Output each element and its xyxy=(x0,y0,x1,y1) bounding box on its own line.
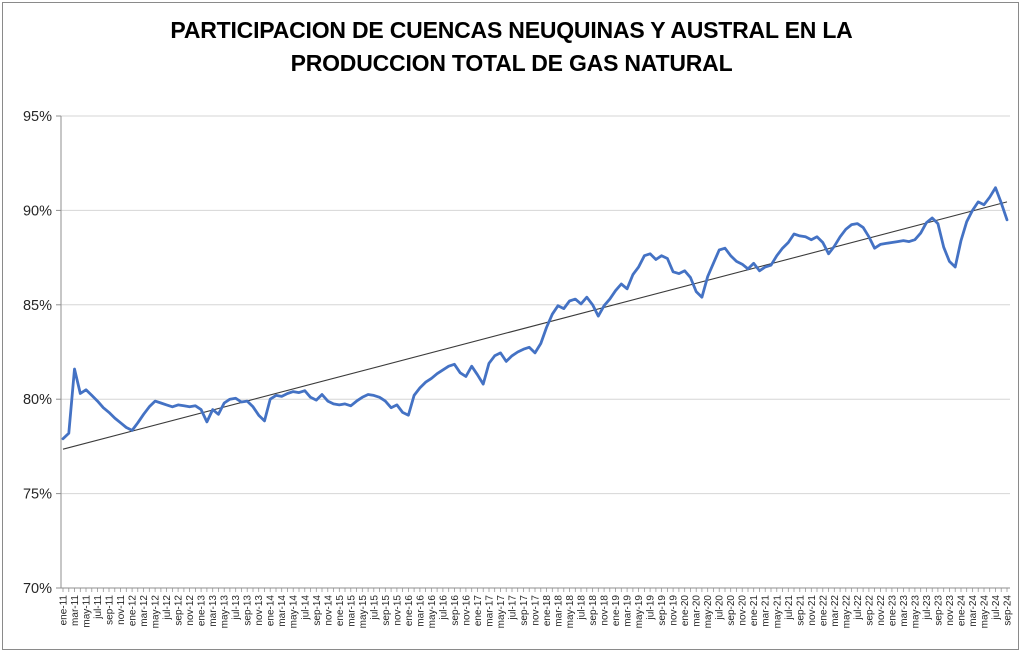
x-axis-label: may-21 xyxy=(772,595,783,629)
x-axis-label: may-20 xyxy=(703,595,714,629)
x-axis-label: ene-12 xyxy=(128,595,139,627)
x-axis-label: jul-17 xyxy=(508,595,519,621)
x-axis-label: jul-13 xyxy=(231,595,242,621)
x-axis-label: nov-15 xyxy=(392,595,403,626)
x-axis-label: jul-16 xyxy=(438,595,449,621)
x-axis-label: mar-19 xyxy=(623,595,634,627)
x-axis-label: jul-11 xyxy=(93,595,104,620)
x-axis-label: sep-24 xyxy=(1003,595,1014,626)
x-axis-label: jul-18 xyxy=(577,595,588,621)
x-axis-label: jul-24 xyxy=(991,595,1002,621)
x-axis-label: ene-14 xyxy=(266,595,277,627)
x-axis-label: ene-17 xyxy=(473,595,484,627)
x-axis-label: ene-21 xyxy=(749,595,760,627)
x-axis-label: nov-19 xyxy=(669,595,680,626)
y-axis-label: 95% xyxy=(23,109,52,125)
x-axis-label: mar-23 xyxy=(899,595,910,627)
x-axis-label: mar-16 xyxy=(415,595,426,627)
x-axis-label: may-18 xyxy=(565,595,576,629)
x-axis-label: may-15 xyxy=(358,595,369,629)
x-axis-label: ene-24 xyxy=(957,595,968,627)
x-axis-label: may-17 xyxy=(496,595,507,629)
x-axis-label: ene-15 xyxy=(335,595,346,627)
x-axis-label: sep-13 xyxy=(243,595,254,626)
x-axis-label: sep-23 xyxy=(933,595,944,626)
x-axis-label: nov-22 xyxy=(876,595,887,626)
x-axis-label: sep-11 xyxy=(105,595,116,625)
x-axis-label: jul-22 xyxy=(853,595,864,621)
x-axis-label: jul-12 xyxy=(162,595,173,621)
x-axis-label: mar-24 xyxy=(968,595,979,627)
x-axis-label: ene-18 xyxy=(542,595,553,627)
y-axis-label: 90% xyxy=(23,203,52,219)
x-axis-label: sep-14 xyxy=(312,595,323,626)
x-axis-label: may-12 xyxy=(151,595,162,629)
x-axis-label: sep-21 xyxy=(795,595,806,626)
x-axis-label: mar-13 xyxy=(208,595,219,627)
x-axis-label: nov-18 xyxy=(600,595,611,626)
x-axis-label: mar-18 xyxy=(554,595,565,627)
x-axis-label: may-16 xyxy=(427,595,438,629)
x-axis-label: may-19 xyxy=(634,595,645,629)
x-axis-label: ene-23 xyxy=(887,595,898,627)
x-axis-label: may-24 xyxy=(980,595,991,629)
x-axis-label: ene-13 xyxy=(197,595,208,627)
y-axis-label: 75% xyxy=(23,487,52,503)
y-axis-label: 70% xyxy=(23,581,52,597)
chart-title-line-1: PARTICIPACION DE CUENCAS NEUQUINAS Y AUS… xyxy=(170,17,853,43)
x-axis-label: mar-15 xyxy=(346,595,357,627)
y-axis-label: 85% xyxy=(23,298,52,314)
x-axis-label: sep-12 xyxy=(174,595,185,626)
x-axis-label: may-11 xyxy=(82,595,93,628)
x-axis-label: may-23 xyxy=(910,595,921,629)
x-axis-label: may-13 xyxy=(220,595,231,629)
x-axis-label: jul-14 xyxy=(300,595,311,621)
x-axis-label: mar-22 xyxy=(830,595,841,627)
x-axis-label: nov-16 xyxy=(461,595,472,626)
x-axis-label: may-22 xyxy=(841,595,852,629)
chart-title: PARTICIPACION DE CUENCAS NEUQUINAS Y AUS… xyxy=(0,14,1023,80)
x-axis-label: mar-20 xyxy=(692,595,703,627)
x-axis-label: nov-11 xyxy=(116,595,127,625)
x-axis-label: nov-14 xyxy=(323,595,334,626)
chart-title-line-2: PRODUCCION TOTAL DE GAS NATURAL xyxy=(290,50,733,76)
x-axis-label: sep-15 xyxy=(381,595,392,626)
x-axis-label: nov-17 xyxy=(531,595,542,626)
x-axis-label: may-14 xyxy=(289,595,300,629)
x-axis-label: nov-12 xyxy=(185,595,196,626)
x-axis-label: sep-19 xyxy=(657,595,668,626)
x-axis-label: sep-18 xyxy=(588,595,599,626)
x-axis-label: ene-11 xyxy=(59,595,70,626)
x-axis-label: jul-21 xyxy=(784,595,795,621)
x-axis-label: sep-20 xyxy=(726,595,737,626)
x-axis-label: jul-23 xyxy=(922,595,933,621)
x-axis-label: mar-21 xyxy=(761,595,772,627)
x-axis-label: mar-17 xyxy=(485,595,496,627)
x-axis-label: sep-16 xyxy=(450,595,461,626)
x-axis-label: jul-15 xyxy=(369,595,380,621)
x-axis-label: sep-22 xyxy=(864,595,875,626)
x-axis-label: nov-20 xyxy=(738,595,749,626)
x-axis-label: ene-22 xyxy=(818,595,829,627)
x-axis-label: nov-21 xyxy=(807,595,818,626)
y-axis-label: 80% xyxy=(23,392,52,408)
x-axis-label: sep-17 xyxy=(519,595,530,626)
trendline xyxy=(62,201,1008,450)
x-axis-label: jul-20 xyxy=(715,595,726,621)
x-axis-label: mar-12 xyxy=(139,595,150,627)
x-axis-label: ene-19 xyxy=(611,595,622,627)
x-axis-label: mar-14 xyxy=(277,595,288,627)
x-axis-label: jul-19 xyxy=(646,595,657,621)
x-axis-label: nov-13 xyxy=(254,595,265,626)
x-axis-label: ene-16 xyxy=(404,595,415,627)
x-axis-label: ene-20 xyxy=(680,595,691,627)
series-line xyxy=(61,186,1009,441)
x-axis-label: nov-23 xyxy=(945,595,956,626)
x-axis-label: mar-11 xyxy=(70,595,81,626)
